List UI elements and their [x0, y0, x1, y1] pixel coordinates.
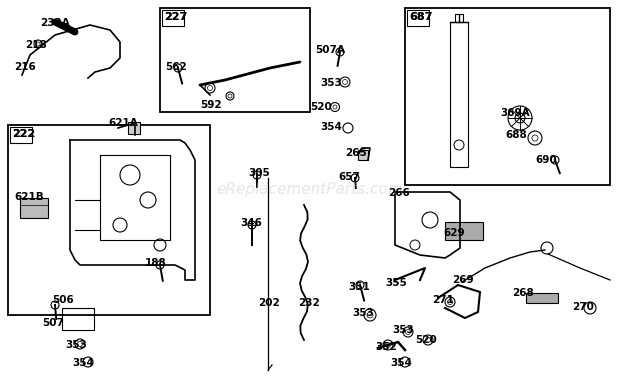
Text: 354: 354: [320, 122, 342, 132]
Bar: [128, 122, 140, 134]
Text: 269: 269: [452, 275, 474, 285]
Text: 687: 687: [409, 12, 432, 22]
Text: eReplacementParts.com: eReplacementParts.com: [216, 182, 404, 197]
Text: 188: 188: [145, 258, 167, 268]
Bar: [445, 222, 483, 240]
Text: 657: 657: [338, 172, 360, 182]
Bar: [450, 22, 468, 167]
Text: 232: 232: [298, 298, 320, 308]
Text: 562: 562: [165, 62, 187, 72]
Text: 222: 222: [12, 129, 35, 139]
Text: 266: 266: [388, 188, 410, 198]
Text: 629: 629: [443, 228, 464, 238]
Bar: [358, 150, 368, 160]
Text: 507A: 507A: [315, 45, 345, 55]
Text: 270: 270: [572, 302, 594, 312]
Text: 354: 354: [72, 358, 94, 368]
Text: 688: 688: [505, 130, 527, 140]
Text: 621B: 621B: [14, 192, 44, 202]
Text: 232A: 232A: [40, 18, 69, 28]
Text: 305: 305: [248, 168, 270, 178]
Bar: [407, 10, 429, 26]
Text: 621A: 621A: [108, 118, 138, 128]
Bar: [8, 125, 210, 315]
Text: 506: 506: [52, 295, 74, 305]
Text: 227: 227: [164, 12, 187, 22]
Text: 520: 520: [415, 335, 436, 345]
Text: 265: 265: [345, 148, 367, 158]
Text: 353: 353: [392, 325, 414, 335]
Text: 352: 352: [375, 342, 397, 352]
Text: 520: 520: [310, 102, 332, 112]
Text: 218: 218: [25, 40, 46, 50]
Text: 271: 271: [432, 295, 454, 305]
Bar: [62, 308, 94, 330]
Text: 353: 353: [352, 308, 374, 318]
Text: 346: 346: [240, 218, 262, 228]
Text: 227: 227: [164, 12, 187, 22]
Bar: [160, 8, 310, 112]
Text: 351: 351: [348, 282, 370, 292]
Text: 369A: 369A: [500, 108, 529, 118]
Text: 687: 687: [409, 12, 432, 22]
Text: 222: 222: [12, 129, 35, 139]
Text: 202: 202: [258, 298, 280, 308]
Bar: [162, 10, 184, 26]
Bar: [526, 293, 558, 303]
Bar: [455, 14, 463, 22]
Text: 353: 353: [65, 340, 87, 350]
Bar: [405, 8, 610, 185]
Text: 592: 592: [200, 100, 221, 110]
Text: 268: 268: [512, 288, 534, 298]
Text: 355: 355: [385, 278, 407, 288]
Text: 690: 690: [535, 155, 557, 165]
Text: 354: 354: [390, 358, 412, 368]
Text: 216: 216: [14, 62, 36, 72]
Bar: [20, 198, 48, 218]
Bar: [10, 127, 32, 143]
Text: 507: 507: [42, 318, 64, 328]
Text: 353: 353: [320, 78, 342, 88]
